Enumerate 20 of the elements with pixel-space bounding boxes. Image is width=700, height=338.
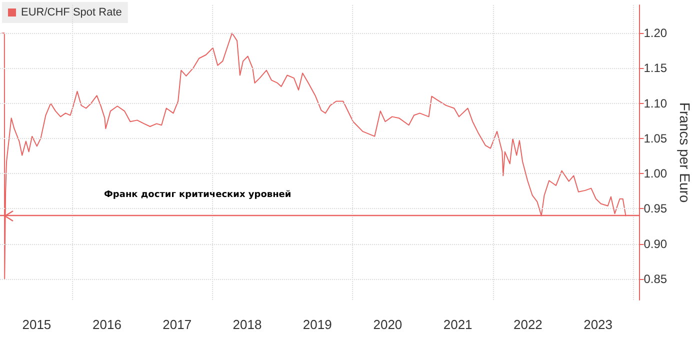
y-tick-label: 0.85 [644,272,668,286]
y-axis-title: Francs per Euro [677,102,693,203]
ref-line-label: Франк достиг критических уровней [104,190,292,200]
x-tick-label: 2021 [443,317,472,332]
y-tick-label: 1.15 [644,61,668,76]
x-tick-label: 2022 [513,317,542,332]
x-tick-label: 2020 [373,317,402,332]
x-tick-label: 2018 [232,317,262,332]
y-tick-label: 1.20 [644,26,668,40]
y-tick-label: 1.00 [644,166,668,181]
y-tick-label: 0.90 [644,236,668,251]
y-tick-label: 1.05 [644,131,668,146]
y-tick-label: 1.10 [644,96,668,110]
legend-label: EUR/CHF Spot Rate [21,6,122,18]
x-tick-label: 2023 [584,317,613,332]
x-tick-label: 2015 [22,317,52,332]
x-tick-label: 2017 [162,317,192,332]
x-tick-label: 2019 [302,317,332,332]
x-tick-label: 2016 [92,317,122,332]
y-tick-label: 0.95 [644,202,668,216]
